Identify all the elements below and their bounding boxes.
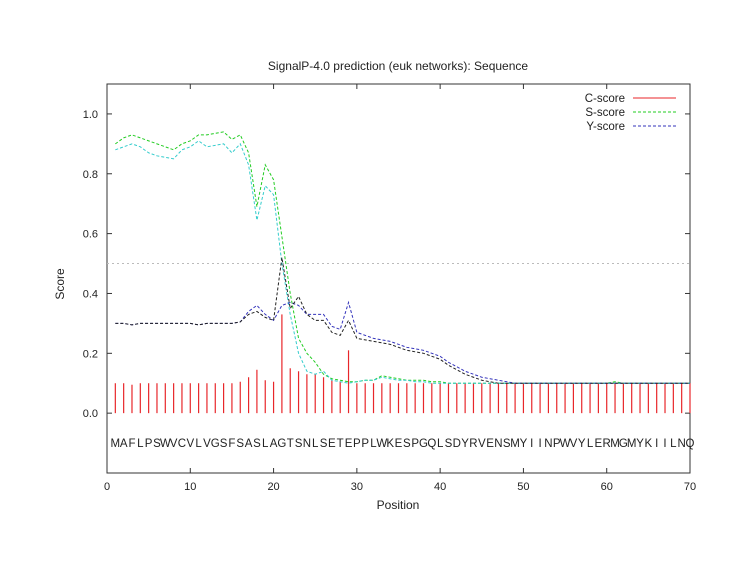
auxiliary-score-line <box>115 257 690 384</box>
sequence-residue: L <box>587 438 594 450</box>
sequence-residue: S <box>253 438 261 450</box>
sequence-residue: T <box>287 438 294 450</box>
sequence-residue: E <box>595 438 603 450</box>
sequence-residue: G <box>277 438 286 450</box>
sequence-residue: W <box>160 438 171 450</box>
sequence-residue: W <box>560 438 571 450</box>
sequence-residue: L <box>370 438 377 450</box>
y-score-line <box>115 300 690 384</box>
auxiliary-score-line <box>115 140 690 384</box>
sequence-residue: E <box>328 438 336 450</box>
sequence-residue: K <box>645 438 653 450</box>
sequence-residue: E <box>486 438 494 450</box>
y-tick-label: 0.4 <box>83 288 98 300</box>
sequence-residue: L <box>312 438 319 450</box>
sequence-residue: M <box>111 438 121 450</box>
y-tick-label: 0.6 <box>83 229 98 241</box>
sequence-residue: A <box>270 438 278 450</box>
x-tick-label: 10 <box>184 481 196 493</box>
sequence-residue: V <box>570 438 578 450</box>
sequence-residue: V <box>170 438 178 450</box>
legend-label: S-score <box>585 107 625 119</box>
sequence-residue: L <box>262 438 269 450</box>
sequence-residue: P <box>353 438 361 450</box>
y-tick-label: 0.0 <box>83 408 98 420</box>
sequence-residue: N <box>544 438 552 450</box>
sequence-residue: E <box>395 438 403 450</box>
sequence-residue: T <box>337 438 344 450</box>
sequence-residue: Q <box>686 438 695 450</box>
sequence-residue: P <box>145 438 153 450</box>
sequence-residue: Y <box>578 438 586 450</box>
sequence-residue: D <box>453 438 461 450</box>
y-axis-label: Score <box>53 268 67 300</box>
sequence-residue: S <box>445 438 453 450</box>
sequence-residue: S <box>403 438 411 450</box>
x-axis-label: Position <box>377 498 420 512</box>
sequence-residue: S <box>503 438 511 450</box>
sequence-residue: L <box>137 438 144 450</box>
sequence-residue: Y <box>636 438 644 450</box>
x-tick-label: 60 <box>601 481 613 493</box>
sequence-residue: A <box>120 438 128 450</box>
sequence-residue: N <box>303 438 311 450</box>
sequence-residue: L <box>195 438 202 450</box>
sequence-residue: I <box>655 438 658 450</box>
sequence-residue: L <box>437 438 444 450</box>
sequence-residue: P <box>411 438 419 450</box>
x-tick-label: 40 <box>434 481 446 493</box>
sequence-residue: I <box>530 438 533 450</box>
sequence-residue: S <box>295 438 303 450</box>
sequence-residue: A <box>245 438 253 450</box>
sequence-residue: V <box>186 438 194 450</box>
legend-label: Y-score <box>586 121 625 133</box>
x-tick-label: 50 <box>517 481 529 493</box>
sequence-residue: I <box>538 438 541 450</box>
y-tick-label: 0.8 <box>83 169 98 181</box>
sequence-residue: S <box>220 438 228 450</box>
y-tick-label: 1.0 <box>83 109 98 121</box>
sequence-residue: L <box>670 438 677 450</box>
sequence-residue: V <box>203 438 211 450</box>
sequence-residue: S <box>236 438 244 450</box>
sequence-residue: K <box>386 438 394 450</box>
sequence-residue: G <box>419 438 428 450</box>
sequence-residue: C <box>178 438 186 450</box>
sequence-residue: S <box>153 438 161 450</box>
sequence-residue: Y <box>520 438 528 450</box>
x-tick-label: 70 <box>684 481 696 493</box>
sequence-residue: N <box>678 438 686 450</box>
sequence-residue: F <box>128 438 135 450</box>
sequence-residue: I <box>663 438 666 450</box>
plot-frame <box>106 83 691 474</box>
x-tick-label: 30 <box>351 481 363 493</box>
x-tick-label: 20 <box>267 481 279 493</box>
sequence-residue: G <box>211 438 220 450</box>
sequence-residue: P <box>361 438 369 450</box>
sequence-residue: Q <box>427 438 436 450</box>
sequence-residue: E <box>345 438 353 450</box>
sequence-residue: R <box>603 438 611 450</box>
sequence-residue: M <box>627 438 637 450</box>
sequence-residue: N <box>494 438 502 450</box>
y-tick-label: 0.2 <box>83 348 98 360</box>
sequence-residue: V <box>478 438 486 450</box>
sequence-residue: Y <box>461 438 469 450</box>
legend-label: C-score <box>585 93 625 105</box>
sequence-residue: G <box>619 438 628 450</box>
x-tick-label: 0 <box>104 481 110 493</box>
sequence-residue: F <box>228 438 235 450</box>
sequence-residue: M <box>610 438 620 450</box>
sequence-residue: P <box>553 438 561 450</box>
sequence-residue: M <box>510 438 520 450</box>
chart-title: SignalP-4.0 prediction (euk networks): S… <box>268 59 528 73</box>
sequence-residue: W <box>376 438 387 450</box>
sequence-residue: S <box>320 438 328 450</box>
sequence-residue: R <box>469 438 477 450</box>
